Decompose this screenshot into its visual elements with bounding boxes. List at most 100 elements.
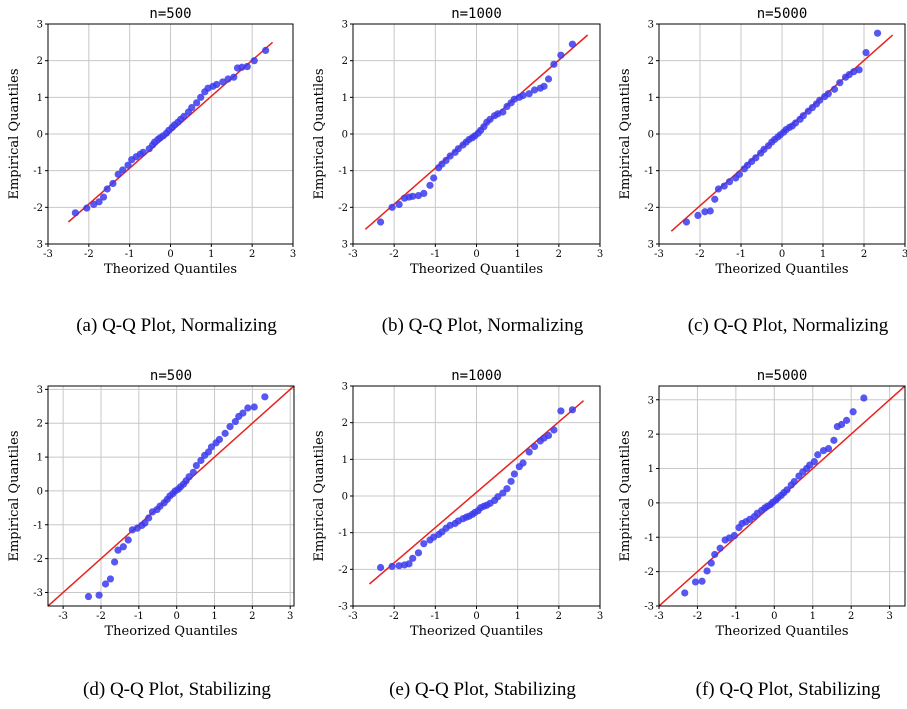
- data-point: [192, 461, 200, 470]
- data-point: [409, 554, 417, 562]
- data-point: [261, 393, 269, 401]
- data-point: [703, 567, 711, 575]
- y-tick-label: 2: [37, 419, 43, 430]
- x-tick-label: -2: [389, 249, 399, 260]
- y-tick-label: 2: [37, 56, 43, 67]
- y-tick-label: -1: [338, 166, 348, 177]
- data-point: [388, 562, 396, 571]
- data-point: [540, 82, 548, 90]
- x-tick-label: -1: [736, 249, 746, 260]
- data-point: [376, 563, 385, 572]
- qq-panel-3: -3 -2 -1 0 1 2 3 3 -2 -1 0 1 2 3 n=5000 Theorized Quant…: [618, 6, 907, 336]
- x-tick-label: 3: [597, 249, 603, 260]
- data-point: [446, 152, 454, 160]
- data-point: [836, 79, 844, 87]
- data-point: [725, 178, 734, 186]
- data-point: [716, 544, 724, 552]
- y-tick-label: -2: [338, 565, 348, 576]
- data-point: [243, 62, 251, 71]
- x-tick-label: -3: [654, 249, 664, 260]
- data-point: [842, 416, 851, 424]
- data-point: [420, 540, 428, 548]
- y-tick-label: 3: [37, 385, 43, 396]
- data-point: [544, 75, 553, 83]
- data-point: [860, 394, 868, 402]
- data-point: [189, 468, 197, 476]
- data-point: [752, 154, 760, 162]
- y-axis-label: Empirical Quantiles: [618, 430, 633, 561]
- data-point: [95, 198, 103, 206]
- plot-frame: [658, 385, 906, 607]
- y-tick-label: 3: [342, 20, 348, 31]
- x-axis-label: Theorized Quantiles: [105, 624, 238, 639]
- panel-title: n=1000: [451, 6, 502, 22]
- data-point: [711, 550, 719, 559]
- x-tick-label: 1: [514, 611, 520, 622]
- data-point: [239, 409, 247, 417]
- y-tick-label: 2: [342, 56, 348, 67]
- data-point: [213, 80, 221, 89]
- data-point: [426, 181, 434, 189]
- y-tick-label: -1: [33, 520, 43, 531]
- data-point: [83, 204, 91, 212]
- data-point: [119, 166, 127, 174]
- x-tick-label: 1: [820, 249, 826, 260]
- panel-title: n=5000: [757, 6, 808, 22]
- data-point: [101, 580, 110, 588]
- data-point: [119, 543, 127, 551]
- x-tick-label: -2: [84, 249, 94, 260]
- y-tick-label: -1: [644, 166, 654, 177]
- qq-panel-2: -3 -2 -1 0 1 2 3 3 -2 -1 0 1 2 3 n=1000 Theorized Quant…: [312, 6, 603, 336]
- data-point: [525, 90, 533, 98]
- y-tick-label: 0: [648, 498, 654, 509]
- y-tick-label: -1: [338, 528, 348, 539]
- x-tick-label: -3: [654, 611, 664, 622]
- data-point: [262, 46, 270, 55]
- data-point: [849, 408, 857, 416]
- data-point: [783, 486, 791, 494]
- x-tick-label: -1: [125, 249, 135, 260]
- data-point: [494, 493, 502, 501]
- data-point: [224, 75, 232, 83]
- subfigure-caption: (c) Q-Q Plot, Normalizing: [688, 315, 889, 336]
- data-point: [550, 426, 558, 434]
- data-point: [409, 192, 417, 200]
- data-point: [388, 203, 396, 211]
- data-point: [106, 575, 115, 583]
- x-tick-label: 2: [249, 249, 255, 260]
- data-point: [790, 477, 798, 486]
- data-point: [250, 403, 258, 411]
- data-point: [568, 406, 577, 414]
- y-tick-label: 3: [648, 395, 654, 406]
- y-tick-label: 2: [648, 430, 654, 441]
- data-point: [124, 161, 132, 169]
- y-tick-label: -3: [338, 602, 348, 613]
- data-point: [71, 209, 79, 217]
- x-tick-label: -3: [43, 249, 53, 260]
- x-tick-label: -2: [96, 611, 106, 622]
- y-tick-label: 3: [37, 20, 43, 31]
- data-point: [837, 420, 846, 429]
- data-point: [519, 91, 527, 100]
- x-tick-label: -1: [134, 611, 144, 622]
- data-point: [188, 104, 196, 112]
- y-axis-label: Empirical Quantiles: [7, 68, 22, 199]
- data-point: [111, 558, 119, 566]
- data-point: [824, 444, 833, 453]
- y-tick-label: 0: [648, 130, 654, 141]
- x-tick-label: 1: [810, 611, 816, 622]
- data-point: [510, 470, 518, 478]
- data-point: [730, 531, 738, 540]
- data-point: [230, 73, 238, 81]
- y-tick-label: 2: [342, 418, 348, 429]
- subfigure-caption: (b) Q-Q Plot, Normalizing: [382, 315, 584, 336]
- y-tick-label: 3: [342, 240, 348, 251]
- data-point: [720, 182, 728, 190]
- subfigure-caption: (f) Q-Q Plot, Stabilizing: [696, 679, 881, 700]
- data-point: [530, 442, 539, 451]
- data-point: [193, 99, 201, 107]
- y-tick-label: 3: [648, 20, 654, 31]
- subfigure-caption: (a) Q-Q Plot, Normalizing: [76, 315, 277, 336]
- data-point: [707, 559, 715, 567]
- data-point: [810, 458, 818, 466]
